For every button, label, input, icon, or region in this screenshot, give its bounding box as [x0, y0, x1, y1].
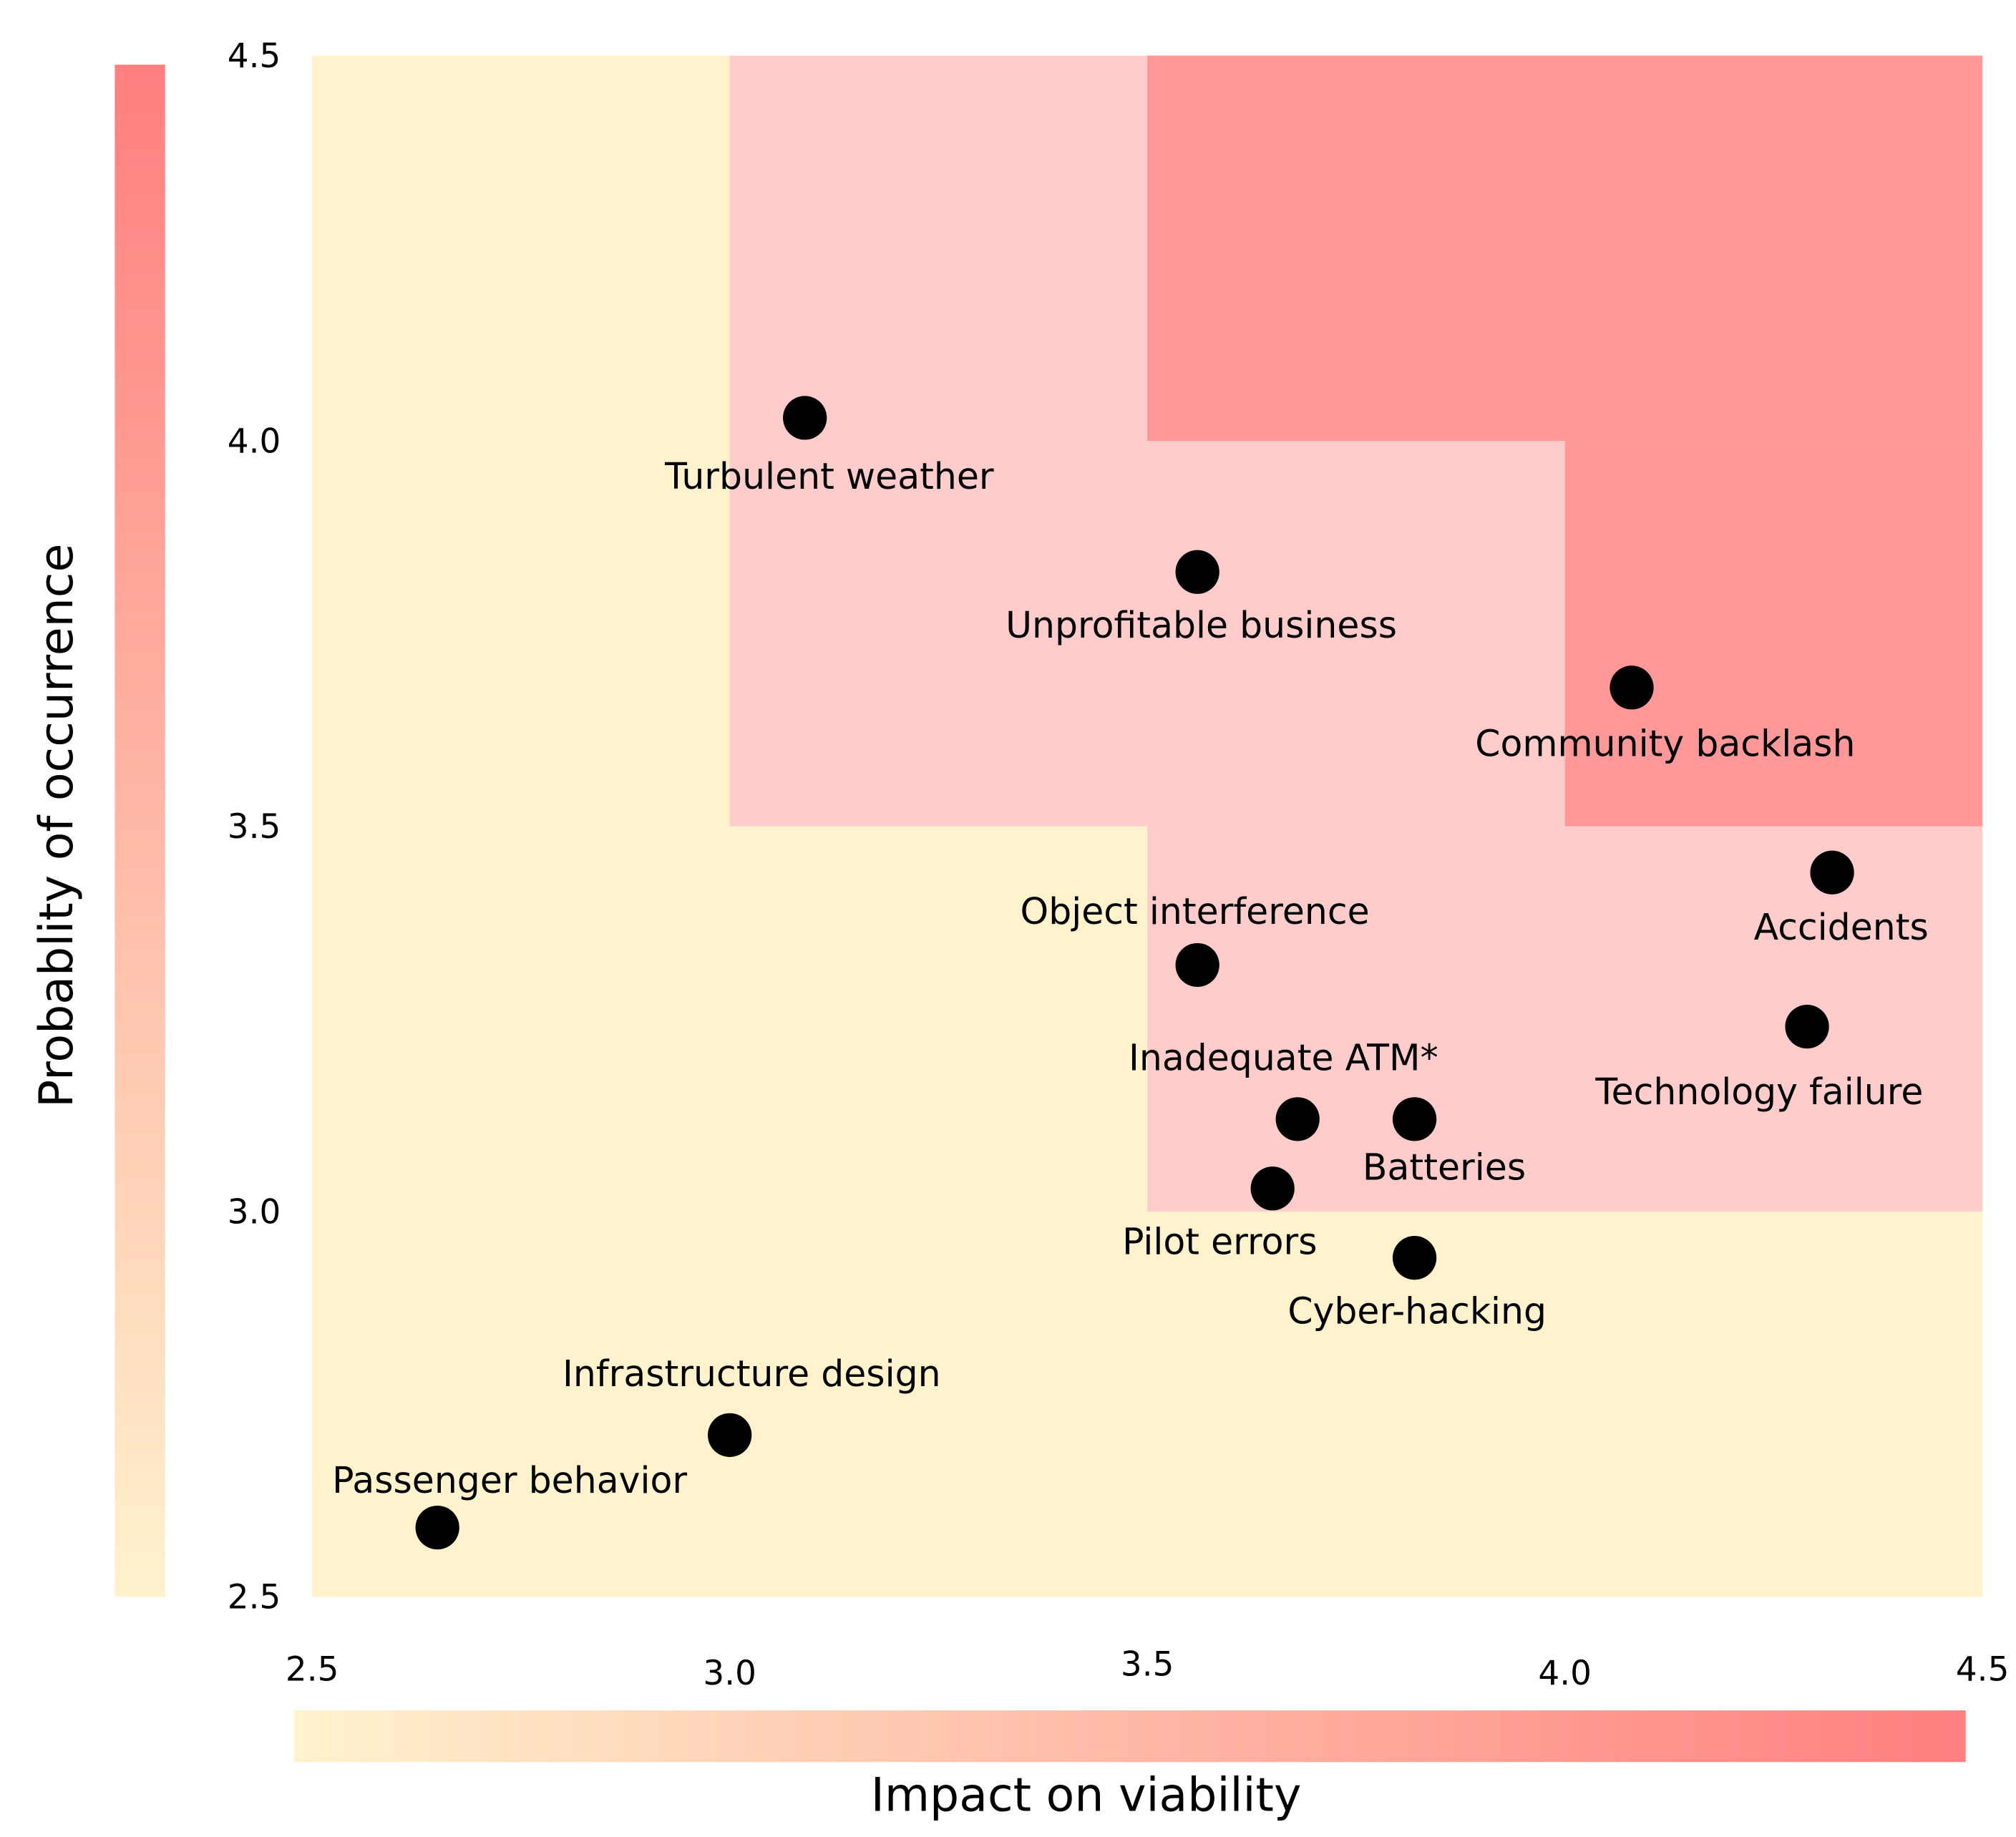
data-point-label: Accidents — [1754, 906, 1929, 948]
data-point — [1275, 1097, 1320, 1141]
zone-high — [1564, 441, 1983, 827]
y-colorbar — [115, 64, 165, 1597]
data-point — [708, 1413, 752, 1458]
x-tick-label: 3.0 — [703, 1655, 756, 1693]
data-point-label: Turbulent weather — [664, 455, 994, 497]
data-point — [1810, 850, 1854, 895]
data-point — [1250, 1166, 1295, 1211]
risk-zones — [312, 55, 1983, 1597]
y-tick-label: 3.5 — [228, 808, 281, 847]
y-axis-label: Probablity of occurrence — [30, 544, 84, 1108]
data-point-label: Unprofitable business — [1005, 604, 1397, 646]
x-tick-label: 4.5 — [1956, 1651, 2010, 1690]
data-point-label: Technology failure — [1594, 1071, 1923, 1113]
data-point — [415, 1505, 459, 1550]
x-tick-label: 3.5 — [1121, 1645, 1174, 1684]
y-tick-label: 4.5 — [228, 37, 281, 76]
data-point — [1175, 942, 1219, 988]
data-point — [1175, 550, 1219, 594]
x-tick-label: 4.0 — [1538, 1655, 1591, 1693]
zone-high — [1147, 55, 1983, 442]
data-point — [1392, 1236, 1437, 1280]
data-point-label: Inadequate ATM* — [1129, 1036, 1438, 1078]
data-point-label: Passenger behavior — [332, 1459, 687, 1501]
data-point — [783, 396, 827, 440]
y-tick-label: 2.5 — [228, 1579, 281, 1617]
data-point-label: Infrastructure design — [563, 1353, 941, 1395]
data-point-label: Pilot errors — [1122, 1221, 1317, 1263]
data-point — [1785, 1004, 1829, 1049]
data-point — [1392, 1097, 1437, 1141]
axis-ticks: 2.5 3.0 3.5 4.0 4.5 2.5 3.0 3.5 4.0 4.5 — [228, 37, 2010, 1693]
data-point-label: Object interference — [1020, 890, 1369, 932]
data-point-label: Batteries — [1363, 1146, 1526, 1189]
data-points: Turbulent weather Unprofitable business Co… — [332, 396, 1929, 1550]
x-colorbar — [293, 1710, 1966, 1763]
data-point-label: Cyber-hacking — [1287, 1290, 1547, 1332]
x-axis-label: Impact on viability — [871, 1769, 1302, 1823]
y-tick-label: 4.0 — [228, 422, 281, 461]
y-tick-label: 3.0 — [228, 1193, 281, 1232]
data-point-label: Community backlash — [1475, 722, 1855, 764]
zone-medium — [1147, 826, 1983, 1212]
data-point — [1610, 666, 1654, 710]
x-tick-label: 2.5 — [286, 1651, 339, 1690]
